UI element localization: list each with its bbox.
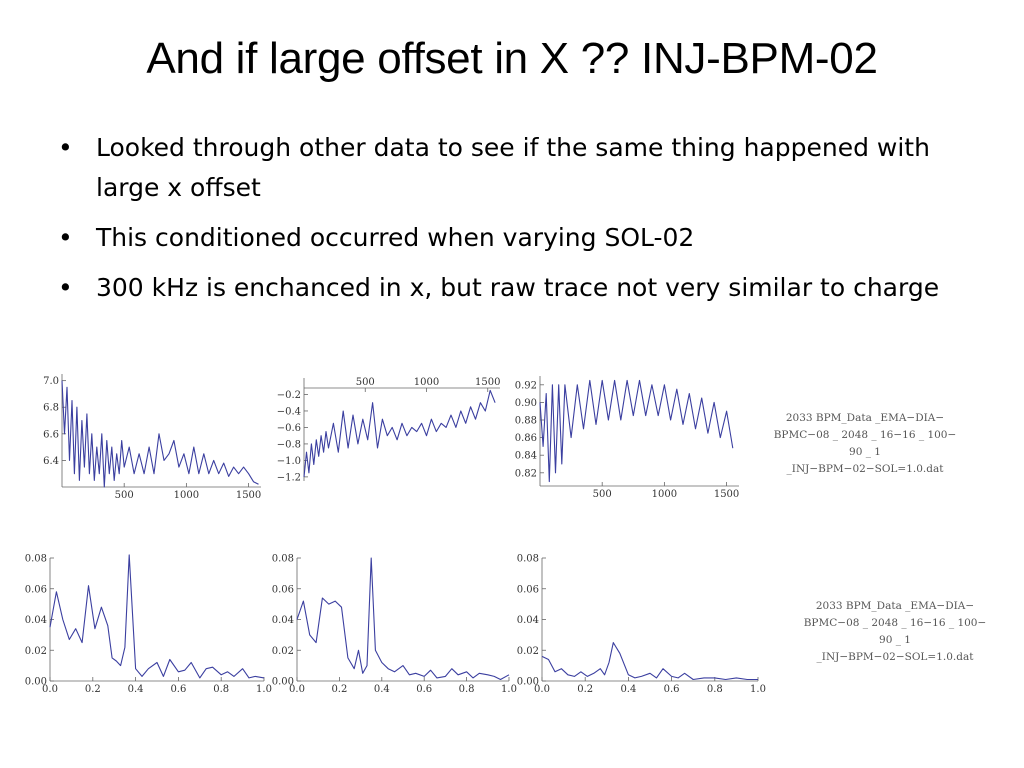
y-tick-label: 0.04 bbox=[25, 615, 47, 626]
y-tick-label: −0.6 bbox=[277, 423, 301, 434]
y-tick-label: −0.8 bbox=[277, 439, 301, 450]
spectrum-plot-left: 0.00 0.02 0.04 0.06 0.08 0.0 0.2 0.4 0.6 0.8 1.0 bbox=[25, 554, 272, 696]
raw-trace-plot-middle: −1.2 −1.0 −0.8 −0.6 −0.4 −0.2 500 1000 1500 bbox=[277, 377, 501, 483]
series-line bbox=[539, 379, 734, 483]
y-tick-label: 0.00 bbox=[517, 677, 539, 688]
x-tick-label: 0.4 bbox=[128, 684, 144, 695]
x-tick-label: 0.2 bbox=[577, 684, 593, 695]
x-tick-label: 0.6 bbox=[664, 684, 680, 695]
y-tick-label: 0.00 bbox=[25, 677, 47, 688]
y-tick-label: 0.04 bbox=[272, 615, 294, 626]
series-line bbox=[296, 557, 510, 681]
slide-title: And if large offset in X ?? INJ-BPM-02 bbox=[146, 34, 878, 83]
x-tick-label: 1.0 bbox=[256, 684, 272, 695]
bullet-text: 300 kHz is enchanced in x, but raw trace… bbox=[96, 273, 940, 302]
y-tick-label: 0.08 bbox=[272, 554, 294, 565]
caption-line: BPMC−08 _ 2048 _ 16−16 _ 100− bbox=[803, 617, 987, 629]
caption-line: 90 _ 1 _INJ−BPM−02−SOL=1.0.dat bbox=[816, 634, 974, 663]
y-tick-label: 0.08 bbox=[517, 554, 539, 565]
x-tick-label: 0.8 bbox=[707, 684, 723, 695]
x-tick-label: 1500 bbox=[475, 377, 500, 388]
y-tick-label: 6.4 bbox=[43, 456, 59, 467]
dataset-caption-bottom: 2033 BPM_Data _EMA−DIA− BPMC−08 _ 2048 _… bbox=[800, 598, 990, 666]
x-tick-label: 0.0 bbox=[289, 684, 305, 695]
y-tick-label: 0.92 bbox=[515, 380, 537, 391]
y-tick-label: 0.02 bbox=[517, 646, 539, 657]
dataset-caption-top: 2033 BPM_Data _EMA−DIA− BPMC−08 _ 2048 _… bbox=[770, 410, 960, 478]
series-line bbox=[541, 642, 758, 681]
raw-trace-plot-left: 6.4 6.6 6.8 7.0 500 1000 1500 bbox=[43, 374, 261, 501]
y-tick-label: −1.2 bbox=[277, 472, 301, 483]
bullet-text: Looked through other data to see if the … bbox=[96, 133, 930, 202]
x-tick-label: 1500 bbox=[714, 489, 739, 500]
x-tick-label: 500 bbox=[593, 489, 612, 500]
series-line bbox=[49, 554, 265, 679]
x-tick-label: 0.6 bbox=[416, 684, 432, 695]
y-tick-label: 7.0 bbox=[43, 376, 59, 387]
bullet-list: • Looked through other data to see if th… bbox=[58, 128, 978, 318]
y-tick-label: 6.6 bbox=[43, 429, 59, 440]
bullet-item: • This conditioned occurred when varying… bbox=[58, 218, 978, 258]
spectrum-plot-middle: 0.00 0.02 0.04 0.06 0.08 0.0 0.2 0.4 0.6 0.8 1.0 bbox=[272, 554, 517, 696]
x-tick-label: 0.8 bbox=[213, 684, 229, 695]
x-tick-label: 0.4 bbox=[620, 684, 636, 695]
caption-line: 2033 BPM_Data _EMA−DIA− bbox=[785, 412, 945, 424]
y-tick-label: 0.82 bbox=[515, 468, 537, 479]
y-tick-label: 0.84 bbox=[515, 451, 537, 462]
x-tick-label: 1.0 bbox=[501, 684, 517, 695]
x-tick-label: 500 bbox=[356, 377, 375, 388]
y-tick-label: 0.08 bbox=[25, 554, 47, 565]
caption-line: BPMC−08 _ 2048 _ 16−16 _ 100− bbox=[773, 429, 957, 441]
y-tick-label: 0.06 bbox=[25, 584, 47, 595]
y-tick-label: 0.06 bbox=[517, 584, 539, 595]
x-tick-label: 1000 bbox=[414, 377, 439, 388]
y-tick-label: 0.00 bbox=[272, 677, 294, 688]
y-tick-label: 0.04 bbox=[517, 615, 539, 626]
x-tick-label: 0.2 bbox=[85, 684, 101, 695]
bullet-item: • 300 kHz is enchanced in x, but raw tra… bbox=[58, 268, 978, 308]
raw-trace-plot-right: 0.82 0.84 0.86 0.88 0.90 0.92 500 1000 1500 bbox=[515, 376, 739, 500]
bullet-dot-icon: • bbox=[58, 223, 73, 252]
x-tick-label: 1.0 bbox=[750, 684, 766, 695]
y-tick-label: −0.2 bbox=[277, 390, 301, 401]
bullet-dot-icon: • bbox=[58, 133, 73, 162]
x-tick-label: 0.0 bbox=[42, 684, 58, 695]
x-tick-label: 1000 bbox=[652, 489, 677, 500]
x-tick-label: 1500 bbox=[236, 490, 261, 501]
y-tick-label: −1.0 bbox=[277, 456, 301, 467]
y-tick-label: 0.90 bbox=[515, 398, 537, 409]
y-tick-label: 0.88 bbox=[515, 416, 537, 427]
bullet-dot-icon: • bbox=[58, 273, 73, 302]
series-line bbox=[303, 389, 496, 477]
spectrum-plot-right: 0.00 0.02 0.04 0.06 0.08 0.0 0.2 0.4 0.6 0.8 1.0 bbox=[517, 554, 766, 696]
x-tick-label: 0.2 bbox=[331, 684, 347, 695]
bullet-item: • Looked through other data to see if th… bbox=[58, 128, 978, 208]
y-tick-label: 0.06 bbox=[272, 584, 294, 595]
x-tick-label: 0.8 bbox=[459, 684, 475, 695]
y-tick-label: −0.4 bbox=[277, 406, 301, 417]
caption-line: 90 _ 1 _INJ−BPM−02−SOL=1.0.dat bbox=[786, 446, 944, 475]
series-line bbox=[61, 380, 259, 488]
y-tick-label: 0.02 bbox=[25, 646, 47, 657]
x-tick-label: 0.6 bbox=[170, 684, 186, 695]
x-tick-label: 1000 bbox=[174, 490, 199, 501]
bullet-text: This conditioned occurred when varying S… bbox=[96, 223, 695, 252]
x-tick-label: 500 bbox=[115, 490, 134, 501]
y-tick-label: 0.86 bbox=[515, 433, 537, 444]
y-tick-label: 0.02 bbox=[272, 646, 294, 657]
x-tick-label: 0.0 bbox=[534, 684, 550, 695]
x-tick-label: 0.4 bbox=[374, 684, 390, 695]
caption-line: 2033 BPM_Data _EMA−DIA− bbox=[815, 600, 975, 612]
y-tick-label: 6.8 bbox=[43, 403, 59, 414]
